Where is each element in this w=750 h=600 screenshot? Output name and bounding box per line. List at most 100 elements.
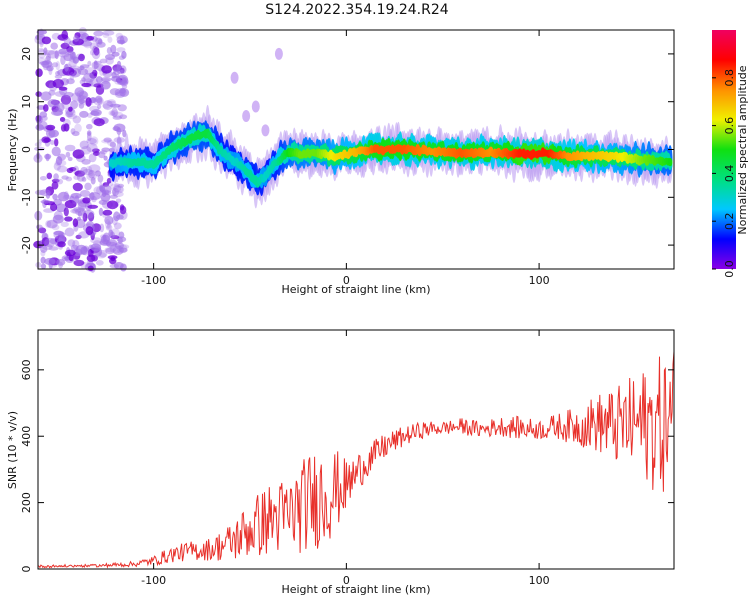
noise-speckle [112, 115, 123, 120]
noise-speckle [40, 199, 51, 204]
noise-speckle [89, 192, 95, 201]
noise-speckle [86, 254, 96, 262]
faint-blob [261, 124, 270, 137]
noise-speckle [79, 140, 89, 150]
noise-speckle [75, 234, 82, 240]
noise-speckle [63, 53, 73, 62]
noise-speckle [63, 191, 69, 199]
noise-speckle [39, 176, 47, 181]
noise-speckle [88, 169, 96, 179]
noise-speckle [65, 176, 73, 182]
noise-speckle [81, 210, 86, 220]
spectrogram-y-ticks: -20 -10 0 10 20 [20, 47, 674, 254]
noise-speckle [95, 76, 103, 84]
noise-speckle [87, 265, 94, 272]
noise-speckle [99, 238, 109, 246]
spectrogram-x-label: Height of straight line (km) [281, 283, 430, 296]
noise-speckle [76, 218, 86, 229]
noise-speckle [99, 223, 105, 233]
noise-speckle [81, 158, 91, 165]
x-tick-label: 100 [529, 274, 550, 287]
noise-speckle [43, 50, 56, 55]
noise-speckle [57, 241, 66, 248]
noise-speckle [89, 136, 99, 146]
noise-speckle [45, 220, 52, 228]
y-tick-label: 600 [20, 359, 33, 380]
noise-speckle [48, 246, 59, 251]
noise-speckle [102, 209, 113, 216]
noise-speckle [117, 80, 128, 86]
noise-speckle [104, 215, 114, 225]
noise-speckle [46, 172, 53, 180]
x-tick-label: 100 [529, 574, 550, 587]
noise-speckle [110, 183, 120, 190]
noise-speckle [41, 60, 53, 68]
snr-plot-area [38, 330, 674, 569]
noise-speckle [86, 112, 93, 118]
colorbar-tick-label: 0.4 [723, 165, 736, 183]
noise-speckle [53, 230, 64, 239]
noise-speckle [85, 97, 92, 107]
noise-speckle [67, 113, 78, 120]
noise-speckle [67, 239, 76, 247]
noise-speckle [72, 131, 80, 137]
noise-speckle [36, 29, 47, 35]
noise-speckle [83, 72, 95, 83]
y-tick-label: 10 [20, 95, 33, 109]
noise-speckle [68, 59, 77, 68]
noise-speckle [51, 109, 64, 116]
noise-speckle [97, 174, 104, 183]
noise-speckle [113, 69, 121, 75]
snr-frame [37, 329, 675, 570]
noise-speckle [118, 231, 125, 239]
y-tick-label: -20 [20, 236, 33, 254]
noise-speckle [52, 78, 64, 89]
noise-speckle [77, 97, 83, 106]
noise-speckle [82, 197, 91, 204]
snr-series-line [37, 351, 675, 569]
noise-speckle [78, 98, 85, 105]
noise-speckle [79, 190, 91, 197]
x-tick-label: 0 [343, 574, 350, 587]
noise-speckle [43, 104, 49, 112]
noise-speckle [87, 204, 99, 209]
noise-speckle [70, 100, 79, 110]
noise-speckle [41, 237, 50, 247]
noise-speckle [77, 66, 83, 73]
noise-speckle [90, 97, 96, 104]
spectrogram-y-label: Frequency (Hz) [6, 109, 19, 192]
noise-speckle [99, 184, 112, 194]
faint-blob [230, 71, 239, 84]
noise-speckle [105, 224, 113, 231]
noise-speckle [117, 183, 124, 188]
noise-speckle [43, 137, 52, 143]
noise-speckle [56, 259, 66, 266]
noise-speckle [88, 153, 97, 163]
noise-speckle [45, 153, 50, 162]
noise-speckle [92, 151, 100, 157]
noise-speckle [107, 99, 116, 104]
noise-speckle [79, 110, 89, 118]
noise-speckle [51, 62, 59, 68]
noise-speckle [95, 95, 103, 103]
noise-speckle [38, 28, 44, 38]
noise-speckle [119, 88, 130, 97]
noise-speckle [41, 36, 52, 45]
noise-speckle [44, 257, 56, 266]
noise-speckle [109, 103, 121, 108]
noise-speckle [87, 60, 92, 67]
noise-speckle [52, 193, 58, 200]
noise-speckle [119, 114, 128, 120]
noise-speckle [116, 47, 126, 53]
noise-speckle [62, 194, 72, 200]
noise-speckle [37, 47, 45, 53]
noise-speckle [93, 30, 104, 37]
noise-speckle [99, 240, 112, 246]
noise-speckle [72, 182, 83, 192]
noise-speckle [74, 170, 86, 177]
noise-speckle [73, 206, 85, 213]
noise-speckle [61, 30, 68, 40]
spectrogram-heatmap [33, 27, 673, 273]
snr-y-ticks: 0 200 400 600 [20, 359, 674, 573]
noise-speckle [46, 53, 51, 62]
